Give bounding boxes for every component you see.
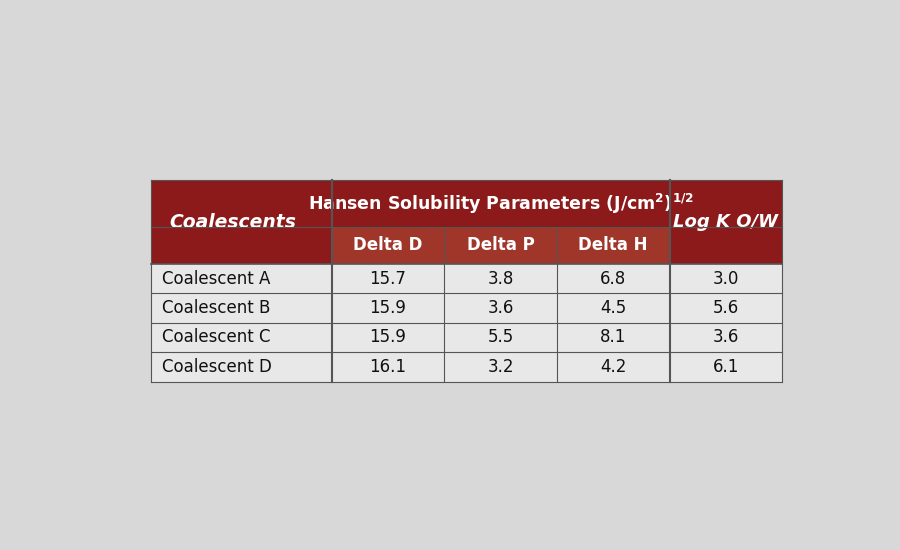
Text: Coalescent D: Coalescent D bbox=[162, 358, 272, 376]
Text: 3.8: 3.8 bbox=[488, 270, 514, 288]
Text: 3.6: 3.6 bbox=[488, 299, 514, 317]
Text: 16.1: 16.1 bbox=[370, 358, 407, 376]
Text: Coalescent C: Coalescent C bbox=[162, 328, 270, 346]
Text: 3.6: 3.6 bbox=[713, 328, 739, 346]
Text: 3.0: 3.0 bbox=[713, 270, 739, 288]
Bar bbox=[151, 323, 782, 352]
Text: Delta D: Delta D bbox=[354, 236, 423, 254]
Text: Log K O/W: Log K O/W bbox=[673, 213, 778, 231]
Bar bbox=[332, 180, 670, 227]
Text: 15.9: 15.9 bbox=[370, 299, 407, 317]
Text: 5.6: 5.6 bbox=[713, 299, 739, 317]
Text: Delta P: Delta P bbox=[467, 236, 535, 254]
Bar bbox=[670, 180, 782, 264]
Bar bbox=[332, 227, 670, 264]
Text: Hansen Solubility Parameters (J/cm$^{\mathbf{2}}$$\mathbf{)^{1/2}}$: Hansen Solubility Parameters (J/cm$^{\ma… bbox=[308, 191, 694, 216]
Text: Coalescent B: Coalescent B bbox=[162, 299, 270, 317]
Bar bbox=[151, 264, 782, 293]
Text: 15.7: 15.7 bbox=[370, 270, 407, 288]
Text: 4.5: 4.5 bbox=[600, 299, 626, 317]
Bar bbox=[151, 352, 782, 382]
Text: 15.9: 15.9 bbox=[370, 328, 407, 346]
Text: 6.1: 6.1 bbox=[713, 358, 739, 376]
Text: 3.2: 3.2 bbox=[488, 358, 514, 376]
Bar bbox=[151, 180, 332, 264]
Text: 5.5: 5.5 bbox=[488, 328, 514, 346]
Text: 4.2: 4.2 bbox=[600, 358, 626, 376]
Text: Coalescent A: Coalescent A bbox=[162, 270, 270, 288]
Text: 6.8: 6.8 bbox=[600, 270, 626, 288]
Text: Delta H: Delta H bbox=[579, 236, 648, 254]
Text: 8.1: 8.1 bbox=[600, 328, 626, 346]
Text: Coalescents: Coalescents bbox=[169, 213, 296, 232]
Bar bbox=[151, 293, 782, 323]
